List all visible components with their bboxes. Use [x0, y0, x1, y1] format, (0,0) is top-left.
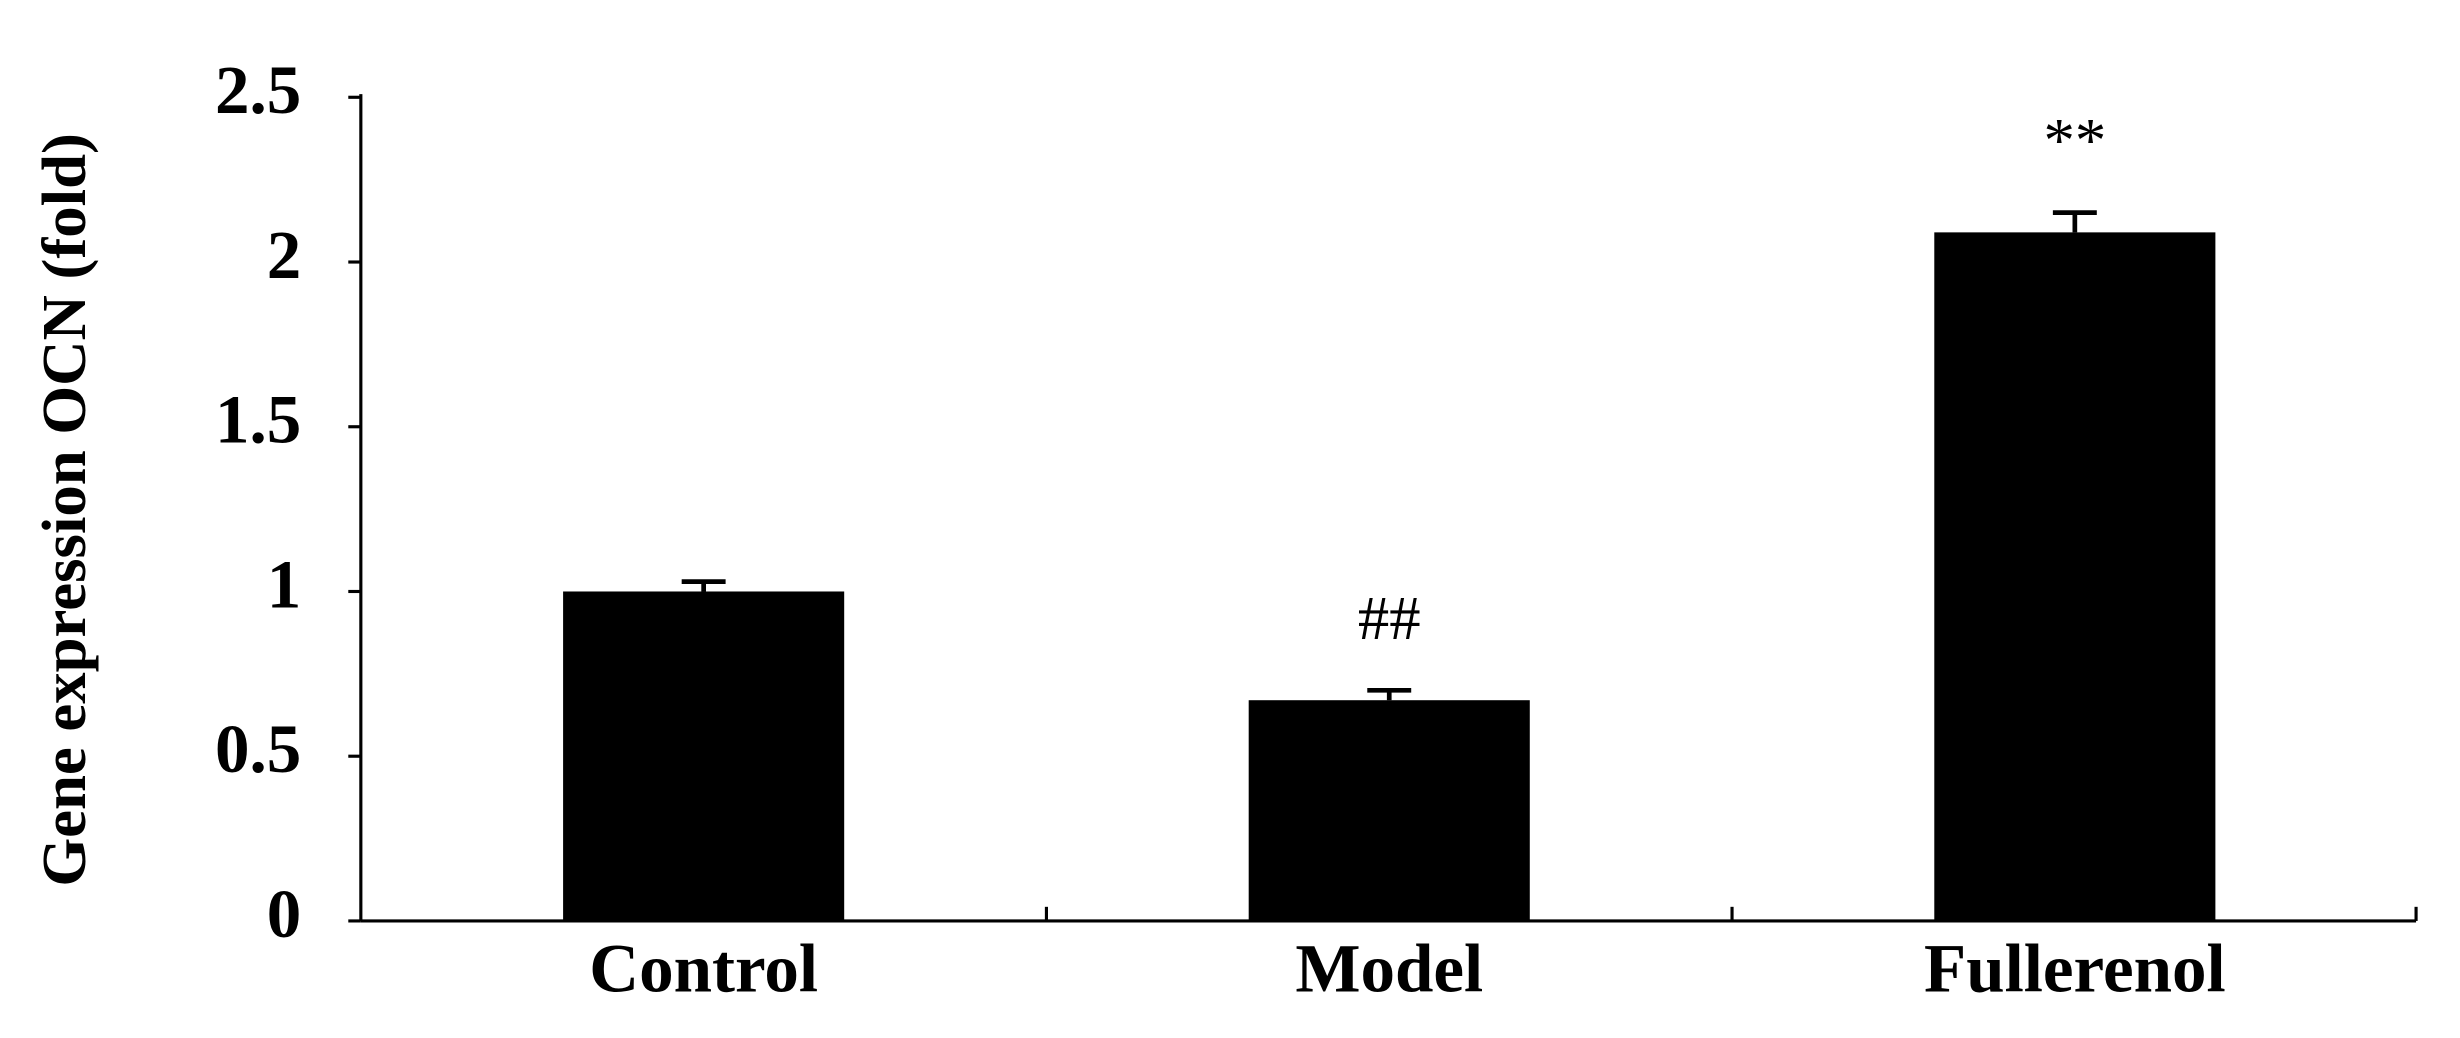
y-tick-label: 1.5 — [215, 381, 301, 458]
error-bar — [2052, 210, 2097, 233]
x-tick-label: Control — [589, 930, 818, 1007]
y-tick-label: 0 — [267, 875, 302, 952]
y-tick-label: 2.5 — [215, 51, 301, 128]
significance-annotation: ## — [1358, 583, 1421, 653]
significance-annotation: ** — [2043, 105, 2106, 175]
y-axis-label: Gene expression OCN (fold) — [29, 133, 99, 887]
y-tick-label: 1 — [267, 545, 302, 622]
bar — [1248, 700, 1530, 921]
x-tick-label: Model — [1295, 930, 1483, 1007]
y-tick-label: 2 — [267, 216, 302, 293]
error-bar — [681, 579, 726, 592]
x-tick-label: Fullerenol — [1924, 930, 2226, 1007]
bar — [563, 591, 845, 921]
y-tick-label: 0.5 — [215, 710, 301, 787]
bar — [1934, 232, 2216, 921]
error-bar — [1367, 687, 1412, 701]
